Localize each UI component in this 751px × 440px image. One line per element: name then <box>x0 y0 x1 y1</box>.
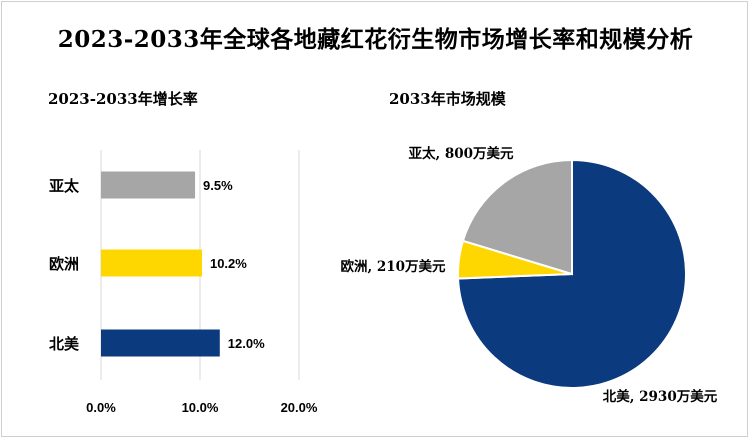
pie-slice-label: 亚太, 800万美元 <box>408 145 514 162</box>
pie-slice <box>461 158 573 276</box>
x-tick-label: 0.0% <box>86 400 116 415</box>
category-label: 北美 <box>49 335 80 353</box>
bar <box>101 329 220 357</box>
bar <box>101 171 196 199</box>
bar-value-label: 10.2% <box>210 256 247 271</box>
pie-chart-title: 2033年市场规模 <box>389 90 506 108</box>
bar-chart-title: 2023-2033年增长率 <box>48 90 198 108</box>
bar-value-label: 9.5% <box>203 178 233 193</box>
x-tick-label: 10.0% <box>182 400 219 415</box>
bar-value-label: 12.0% <box>228 336 265 351</box>
pie-slice-label: 欧洲, 210万美元 <box>340 258 446 275</box>
category-label: 亚太 <box>49 177 80 195</box>
pie-slice-label: 北美, 2930万美元 <box>603 388 718 405</box>
category-label: 欧洲 <box>49 255 79 273</box>
bar <box>101 249 202 277</box>
main-title: 2023-2033年全球各地藏红花衍生物市场增长率和规模分析 <box>57 26 694 53</box>
x-tick-label: 20.0% <box>281 400 318 415</box>
